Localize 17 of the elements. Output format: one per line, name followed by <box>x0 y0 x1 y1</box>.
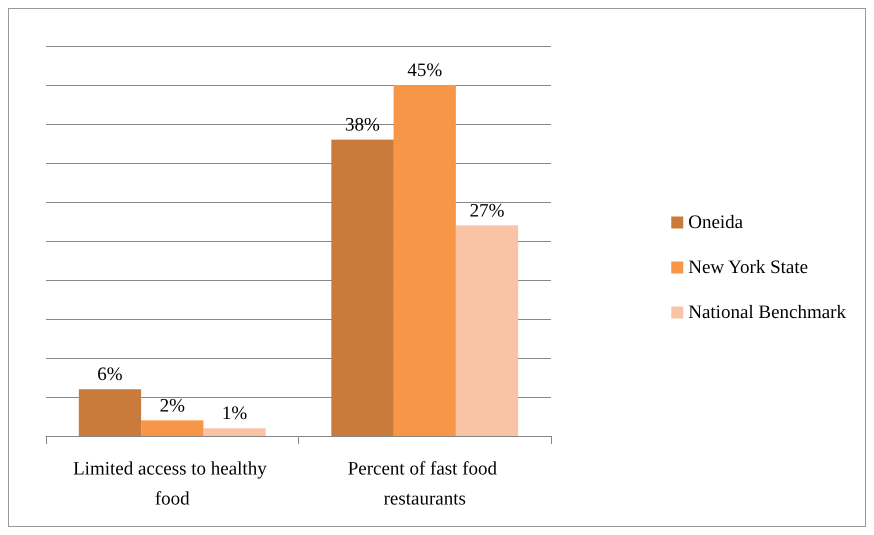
bar <box>203 428 266 436</box>
bar <box>331 140 394 436</box>
bar <box>394 85 456 436</box>
x-tick-label: Percent of fast food restaurants <box>348 458 502 510</box>
legend-label: Oneida <box>688 212 744 233</box>
data-label: 6% <box>97 364 123 386</box>
data-label: 2% <box>160 395 186 416</box>
bar <box>78 389 142 436</box>
bar <box>141 420 204 436</box>
bar <box>456 225 518 436</box>
data-label: 27% <box>470 200 505 222</box>
legend-label: National Benchmark <box>688 302 846 323</box>
data-label: 38% <box>345 114 380 136</box>
legend-label: New York State <box>688 257 808 278</box>
x-tick-label: Limited access to healthy food <box>73 458 272 510</box>
data-label: 1% <box>222 403 248 424</box>
data-label: 45% <box>407 60 442 81</box>
